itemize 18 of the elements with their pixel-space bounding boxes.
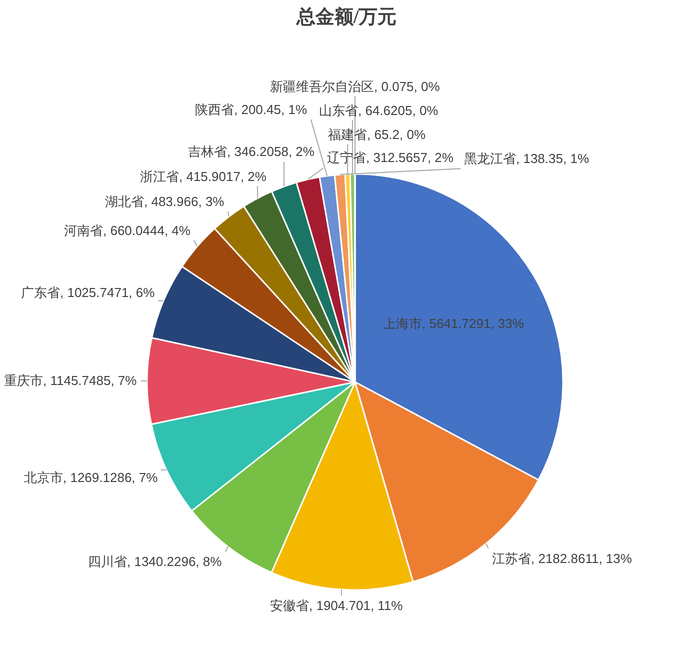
slice-label: 上海市, 5641.7291, 33% [383, 316, 524, 331]
slice-label: 浙江省, 415.9017, 2% [140, 169, 267, 184]
slice-label: 福建省, 65.2, 0% [328, 127, 426, 142]
slice-label: 湖北省, 483.966, 3% [105, 194, 225, 209]
slice-label: 安徽省, 1904.701, 11% [270, 598, 404, 613]
slice-label: 新疆维吾尔自治区, 0.075, 0% [270, 79, 440, 94]
slice-label: 四川省, 1340.2296, 8% [88, 554, 222, 569]
slice-label: 广东省, 1025.7471, 6% [21, 285, 156, 300]
slice-label: 重庆市, 1145.7485, 7% [4, 373, 138, 388]
slice-label: 辽宁省, 312.5657, 2% [327, 150, 454, 165]
slice-label: 江苏省, 2182.8611, 13% [492, 551, 632, 566]
slice-label: 吉林省, 346.2058, 2% [188, 144, 315, 159]
slice-label: 北京市, 1269.1286, 7% [24, 470, 158, 485]
slice-label: 陕西省, 200.45, 1% [195, 102, 308, 117]
slice-label: 河南省, 660.0444, 4% [64, 223, 191, 238]
slice-label: 黑龙江省, 138.35, 1% [464, 151, 590, 166]
chart-title: 总金额/万元 [295, 6, 397, 28]
slice-label: 山东省, 64.6205, 0% [319, 103, 439, 118]
